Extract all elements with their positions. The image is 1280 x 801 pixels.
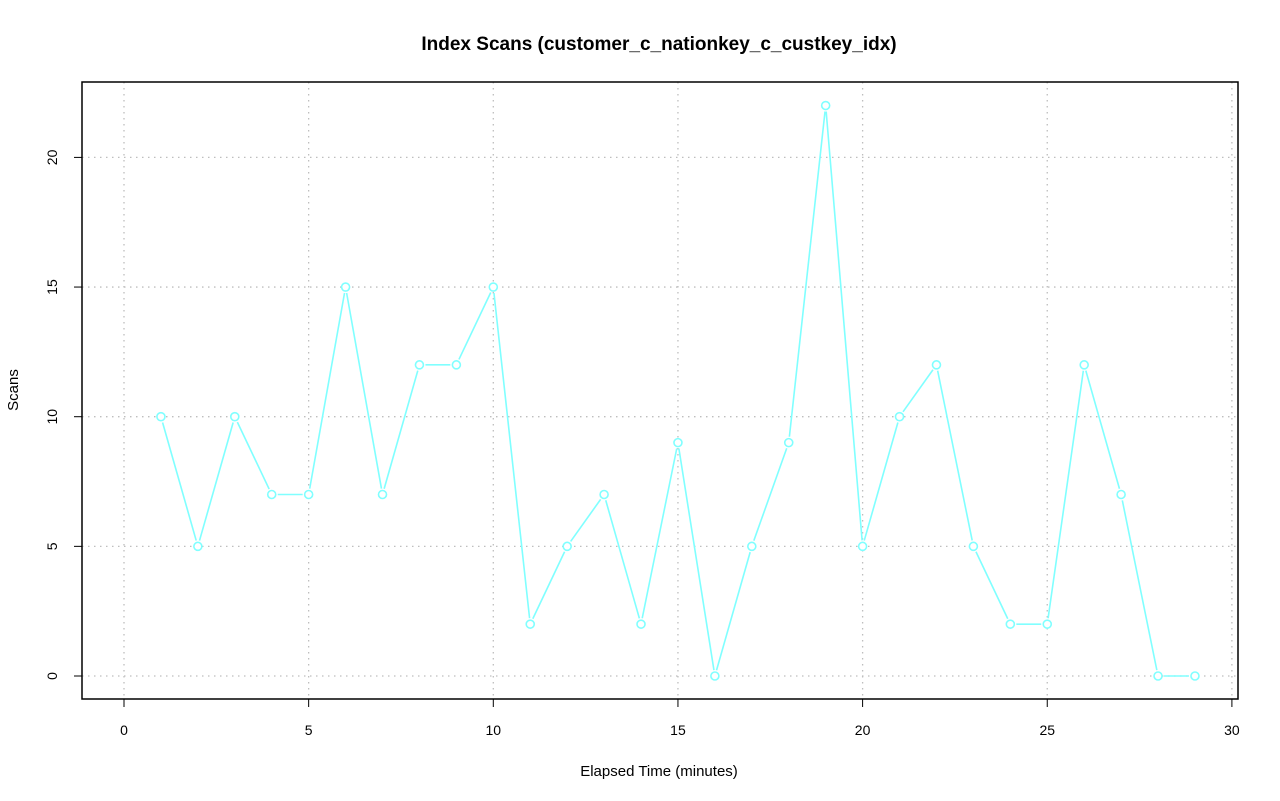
y-tick-label: 0 — [44, 672, 60, 680]
chart-title: Index Scans (customer_c_nationkey_c_cust… — [421, 34, 896, 55]
series-segment — [753, 448, 788, 541]
series-segment — [678, 448, 715, 671]
x-axis-label: Elapsed Time (minutes) — [580, 763, 738, 780]
data-point — [488, 282, 499, 292]
series-segment — [532, 551, 566, 620]
series-segment — [198, 422, 234, 541]
data-point — [747, 541, 757, 552]
data-point — [820, 100, 831, 111]
series-segment — [1085, 370, 1121, 489]
x-tick-label: 10 — [486, 722, 502, 738]
x-tick-label: 30 — [1224, 722, 1240, 738]
y-tick-label: 10 — [44, 409, 60, 425]
series-segment — [493, 292, 531, 619]
series-line — [161, 111, 1189, 677]
series-segment — [641, 448, 678, 619]
data-point — [1116, 489, 1126, 500]
x-tick-label: 25 — [1039, 722, 1055, 738]
series-segment — [161, 422, 197, 541]
data-point — [377, 489, 388, 500]
data-point — [857, 541, 868, 552]
y-tick-label: 20 — [44, 149, 60, 165]
data-point — [266, 489, 277, 500]
data-point — [931, 360, 942, 370]
grid — [82, 82, 1238, 699]
x-tick-label: 0 — [120, 722, 128, 738]
series-segment — [902, 369, 934, 413]
series-segment — [308, 292, 346, 489]
y-tick-label: 15 — [44, 279, 60, 295]
plot-frame — [81, 81, 1239, 700]
series-segment — [975, 551, 1009, 620]
data-point — [710, 671, 720, 681]
x-tick-label: 20 — [855, 722, 871, 738]
x-tick-label: 5 — [305, 722, 313, 738]
data-point — [1005, 619, 1016, 629]
series-segment — [1121, 500, 1158, 671]
data-point — [340, 282, 351, 292]
series-segment — [936, 370, 973, 541]
data-point — [156, 411, 166, 422]
series-segment — [569, 498, 602, 542]
series-segment — [788, 111, 826, 437]
data-point — [414, 360, 425, 370]
data-point — [636, 619, 646, 629]
data-point — [673, 437, 683, 448]
series-segment — [1047, 370, 1085, 619]
series-segment — [825, 111, 863, 541]
data-point — [599, 489, 609, 500]
data-point — [1190, 671, 1200, 681]
data-point — [894, 411, 905, 422]
data-point — [525, 619, 536, 629]
data-point — [229, 411, 240, 422]
data-point — [1079, 360, 1089, 370]
data-point — [783, 437, 794, 448]
series-segment — [863, 422, 899, 541]
data-point — [1042, 619, 1053, 629]
data-point — [303, 489, 314, 500]
y-axis-label: Scans — [5, 369, 22, 411]
series-segment — [383, 370, 419, 489]
data-point — [1153, 671, 1163, 681]
series-segment — [715, 551, 751, 671]
series — [156, 100, 1200, 681]
x-tick-label: 15 — [670, 722, 686, 738]
series-segment — [458, 292, 492, 360]
data-point — [193, 541, 203, 552]
x-axis: 0 5 10 15 20 25 30 — [120, 699, 1240, 738]
data-point — [562, 541, 572, 552]
series-segment — [236, 421, 270, 490]
data-point — [451, 360, 462, 370]
y-tick-label: 5 — [44, 542, 60, 550]
series-segment — [604, 500, 641, 619]
y-axis: 0 5 10 15 20 — [44, 149, 82, 680]
data-point — [968, 541, 979, 552]
series-segment — [345, 292, 383, 489]
